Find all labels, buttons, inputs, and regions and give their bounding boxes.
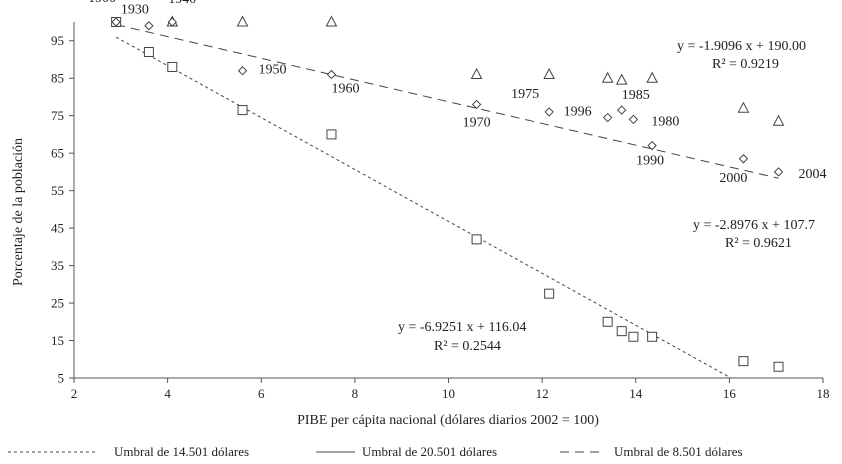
- x-tick-label: 10: [442, 386, 455, 401]
- diamond-point: [544, 107, 554, 117]
- square-point: [738, 356, 749, 367]
- diamond-point: [647, 140, 657, 151]
- y-tick-label: 55: [51, 183, 64, 198]
- fit-lines: [115, 24, 779, 379]
- r2-14501: R² = 0.2544: [434, 339, 501, 354]
- y-tick-label: 65: [51, 146, 64, 161]
- year-label: 1975: [511, 87, 539, 102]
- x-tick-label: 4: [164, 386, 171, 401]
- equation-14501: y = -6.9251 x + 116.04: [398, 320, 526, 335]
- year-label: 1970: [463, 115, 491, 130]
- legend-label-20501: Umbral de 20.501 dólares: [362, 444, 497, 459]
- square-point: [647, 331, 658, 342]
- square-point: [471, 234, 482, 245]
- r2-8501: R² = 0.9621: [725, 236, 792, 251]
- diamond-point: [738, 154, 749, 164]
- diamond-point: [616, 105, 627, 115]
- x-axis-label: PIBE per cápita nacional (dólares diario…: [297, 413, 599, 428]
- triangle-point: [470, 67, 483, 79]
- year-label: 1985: [622, 88, 650, 103]
- square-point: [544, 288, 555, 299]
- year-label: 2000: [719, 171, 747, 186]
- x-tick-label: 16: [723, 386, 737, 401]
- year-label: 1950: [259, 63, 287, 78]
- x-tick-label: 14: [629, 386, 643, 401]
- square-point: [773, 361, 784, 372]
- year-label: 1990: [636, 154, 664, 169]
- square-point: [237, 105, 248, 116]
- diamond-point: [471, 99, 482, 110]
- r2-20501: R² = 0.9219: [712, 57, 779, 72]
- year-label: 1996: [564, 105, 592, 120]
- square-point: [326, 129, 337, 140]
- triangle-point: [236, 15, 249, 27]
- diamond-point: [628, 114, 639, 125]
- triangle-point: [325, 15, 338, 27]
- square-point: [602, 316, 613, 327]
- x-tick-label: 6: [258, 386, 265, 401]
- y-tick-label: 25: [51, 296, 64, 311]
- equation-8501: y = -2.8976 x + 107.7: [693, 218, 815, 233]
- diamond-point: [773, 167, 784, 177]
- y-tick-label: 95: [51, 33, 64, 48]
- data-points: [111, 15, 785, 372]
- point-labels: 1900 1930 1940 1950 1960 1970 1975 1996 19851980…: [88, 0, 826, 186]
- triangle-point: [615, 73, 628, 85]
- x-tick-label: 12: [536, 386, 549, 401]
- equation-20501: y = -1.9096 x + 190.00: [677, 39, 806, 54]
- y-tick-label: 5: [58, 371, 65, 386]
- y-tick-label: 75: [51, 108, 64, 123]
- year-label: 1960: [331, 81, 359, 96]
- y-tick-label: 85: [51, 71, 64, 86]
- y-tick-label: 15: [51, 333, 64, 348]
- year-label: 2004: [799, 167, 827, 182]
- year-label: 1930: [121, 3, 149, 18]
- diamond-point: [144, 21, 154, 31]
- diamond-point: [237, 66, 248, 76]
- triangle-point: [601, 71, 614, 83]
- triangle-point: [737, 101, 750, 113]
- legend-label-14501: Umbral de 14.501 dólares: [114, 444, 249, 459]
- diamond-point: [111, 17, 121, 27]
- triangle-point: [543, 67, 555, 79]
- axes-layer: 2 4 6 8 10 12 14 16 18 5 15 25 35 45 55 65 75 85 95: [51, 22, 830, 401]
- diamond-point: [326, 69, 337, 80]
- x-tick-label: 8: [352, 386, 359, 401]
- year-label: 1940: [168, 0, 196, 7]
- trendline-diamond: [116, 24, 779, 179]
- legend: Umbral de 14.501 dólares Umbral de 20.50…: [8, 444, 743, 459]
- diamond-point: [167, 17, 178, 27]
- y-tick-label: 35: [51, 258, 64, 273]
- square-point: [616, 326, 627, 337]
- diamond-point: [602, 112, 613, 123]
- square-point: [167, 61, 178, 72]
- legend-label-8501: Umbral de 8.501 dólares: [614, 444, 743, 459]
- x-tick-label: 18: [817, 386, 830, 401]
- year-label: 1900: [88, 0, 116, 6]
- triangle-point: [646, 71, 658, 83]
- square-point: [143, 46, 154, 57]
- triangle-point: [772, 114, 785, 126]
- x-tick-label: 2: [71, 386, 78, 401]
- year-label: 1980: [651, 114, 679, 129]
- y-tick-label: 45: [51, 221, 64, 236]
- y-axis-label: Porcentaje de la población: [11, 138, 26, 286]
- square-point: [628, 331, 639, 342]
